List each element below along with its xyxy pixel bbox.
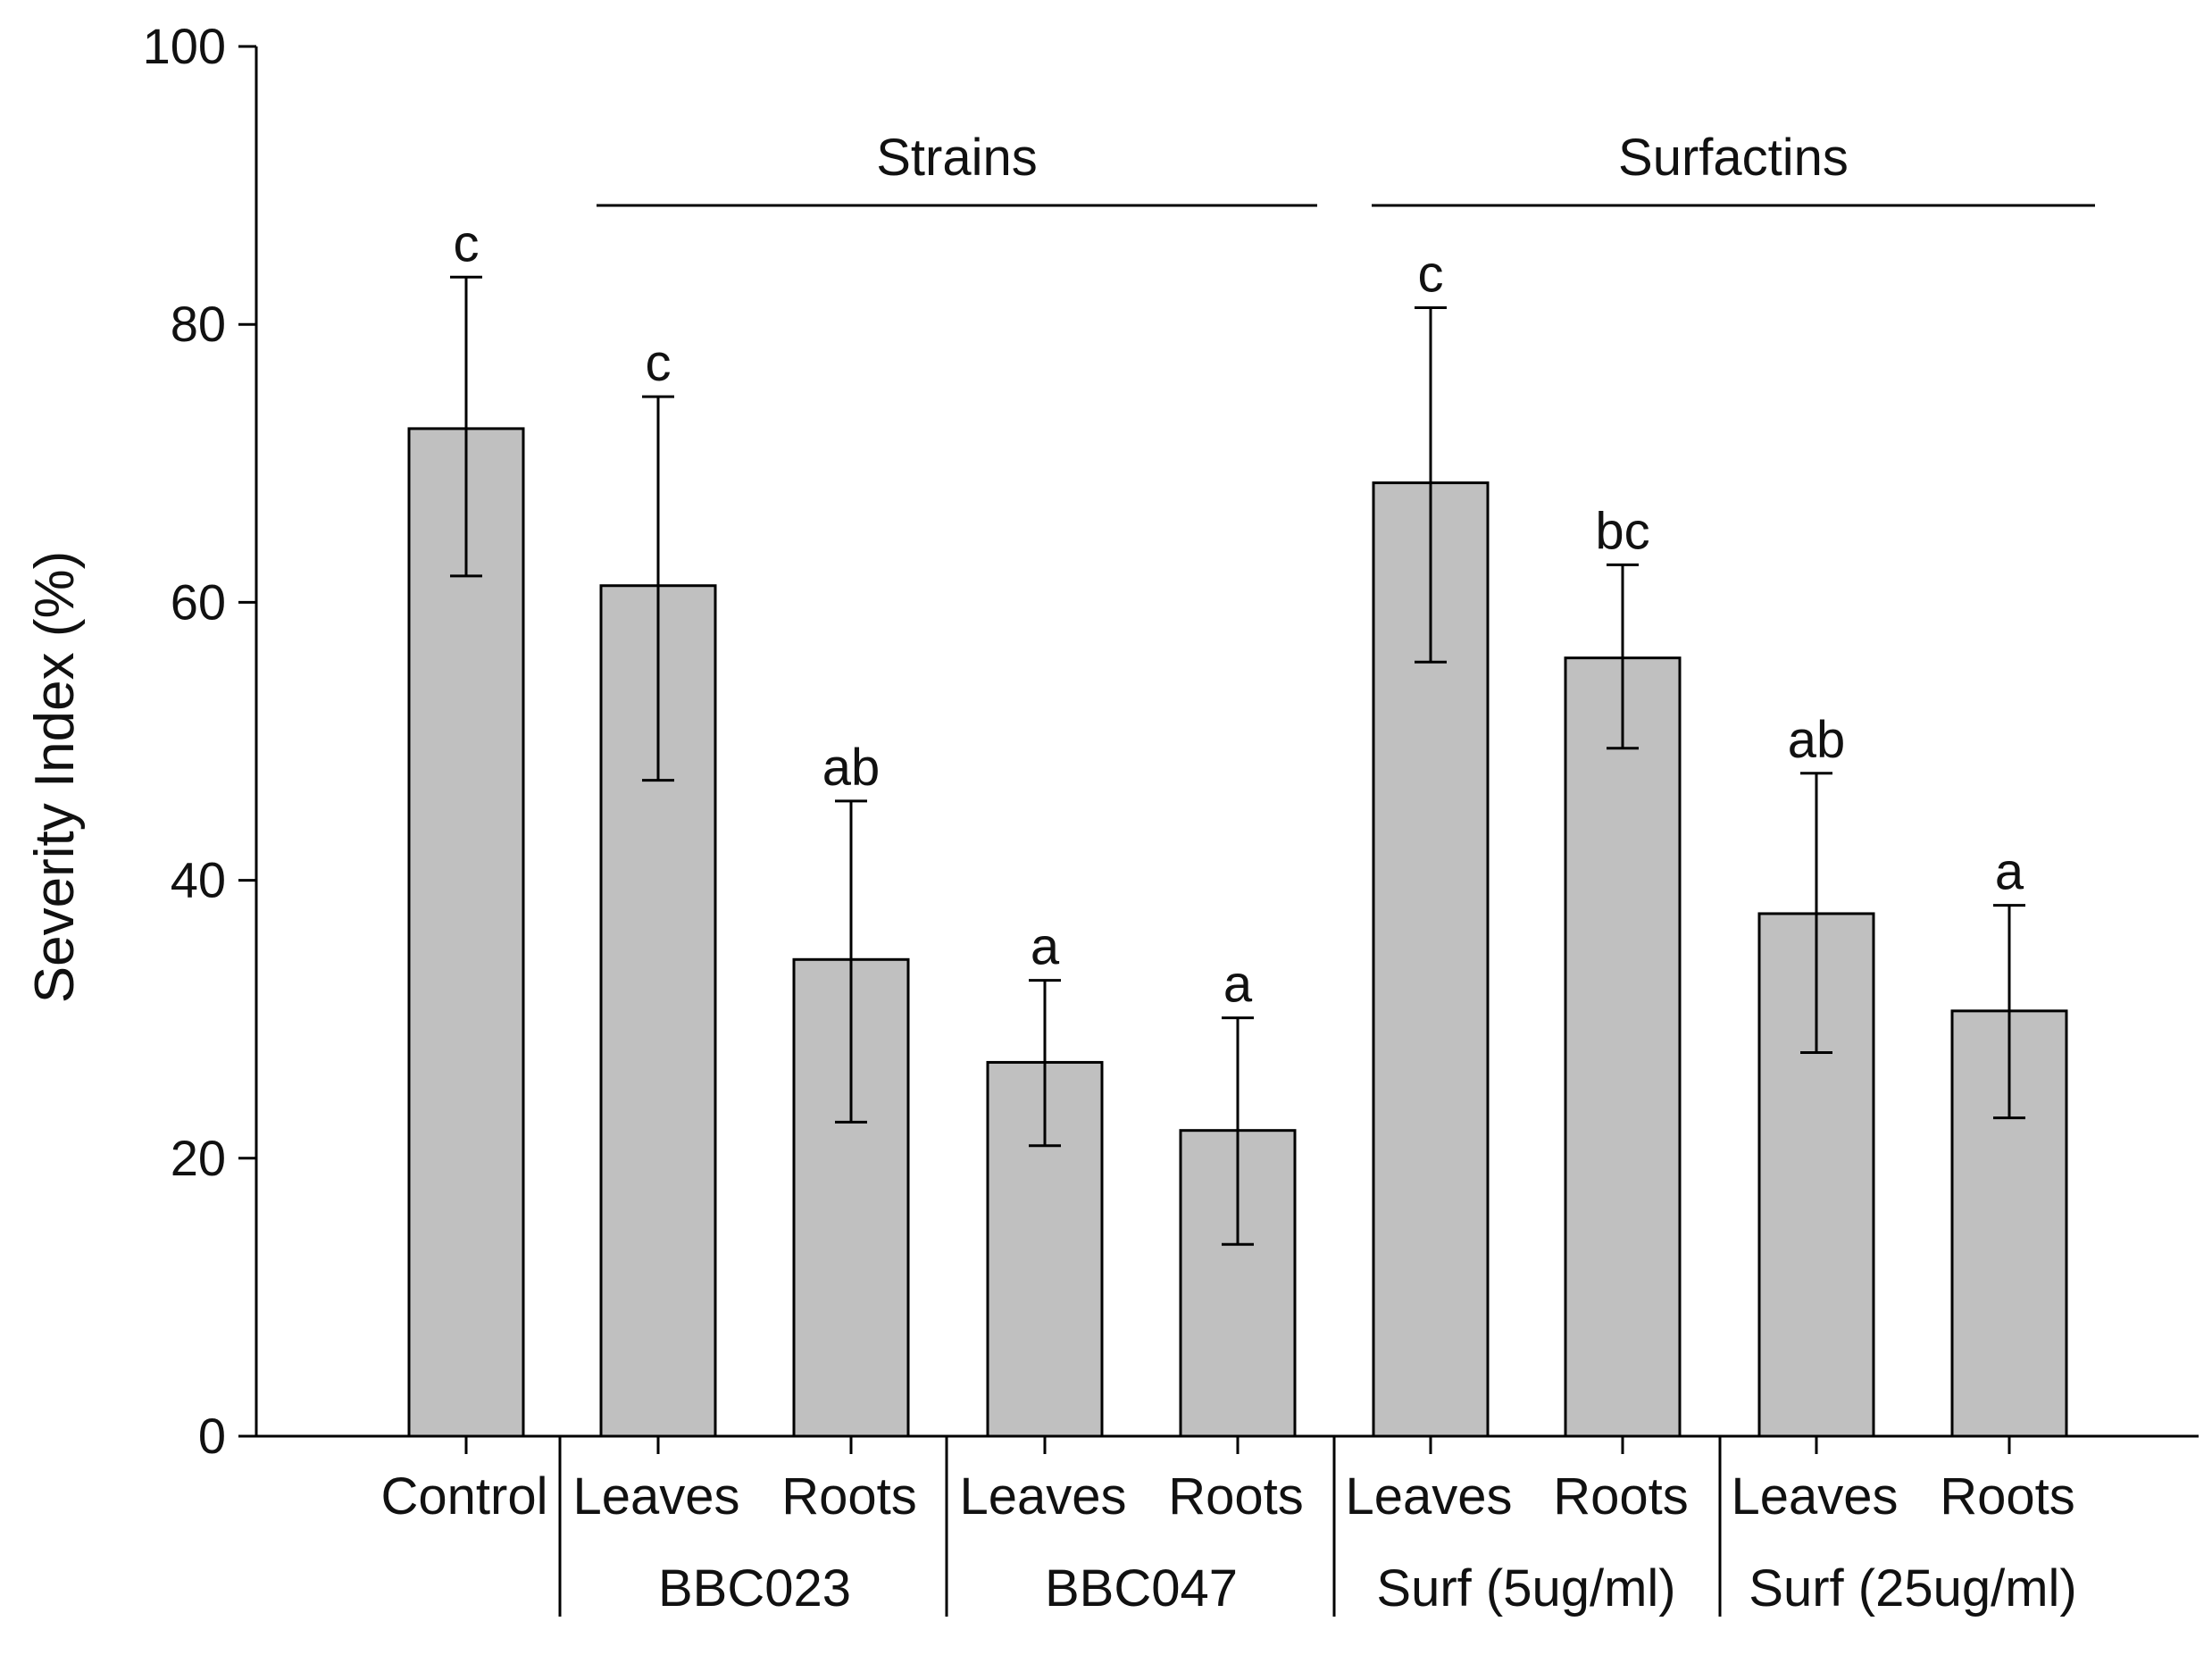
x-tick-label-3: Leaves <box>959 1467 1126 1525</box>
significance-label-5: c <box>1418 246 1444 304</box>
subgroup-label-1: BBC047 <box>1045 1559 1238 1617</box>
x-tick-label-8: Roots <box>1940 1467 2075 1525</box>
x-tick-label-7: Leaves <box>1731 1467 1898 1525</box>
bar-6 <box>1564 656 1682 1438</box>
subgroup-label-2: Surf (5ug/ml) <box>1376 1559 1675 1617</box>
significance-label-7: ab <box>1788 711 1846 769</box>
significance-label-8: a <box>1995 843 2024 901</box>
bar-0 <box>407 427 525 1438</box>
group-label-0: Strains <box>876 129 1038 187</box>
x-tick-label-4: Roots <box>1168 1467 1304 1525</box>
y-tick-label-20: 20 <box>171 1130 226 1186</box>
y-tick-label-100: 100 <box>143 18 226 74</box>
y-tick-label-60: 60 <box>171 573 226 630</box>
significance-label-6: bc <box>1595 502 1649 560</box>
x-tick-label-5: Leaves <box>1345 1467 1512 1525</box>
x-tick-label-6: Roots <box>1553 1467 1689 1525</box>
y-axis-label: Severity Index (%) <box>24 551 86 1004</box>
x-tick-label-0: Control <box>381 1467 548 1525</box>
x-tick-label-2: Roots <box>781 1467 917 1525</box>
significance-label-0: c <box>454 214 480 272</box>
y-tick-label-40: 40 <box>171 852 226 908</box>
x-tick-label-1: Leaves <box>572 1467 739 1525</box>
significance-label-2: ab <box>822 739 881 797</box>
y-tick-label-80: 80 <box>171 296 226 352</box>
y-tick-label-0: 0 <box>198 1408 226 1464</box>
group-label-1: Surfactins <box>1618 129 1849 187</box>
significance-label-4: a <box>1223 956 1253 1014</box>
significance-label-1: c <box>646 334 672 392</box>
significance-label-3: a <box>1031 918 1060 976</box>
subgroup-label-3: Surf (25ug/ml) <box>1749 1559 2076 1617</box>
subgroup-label-0: BBC023 <box>658 1559 851 1617</box>
